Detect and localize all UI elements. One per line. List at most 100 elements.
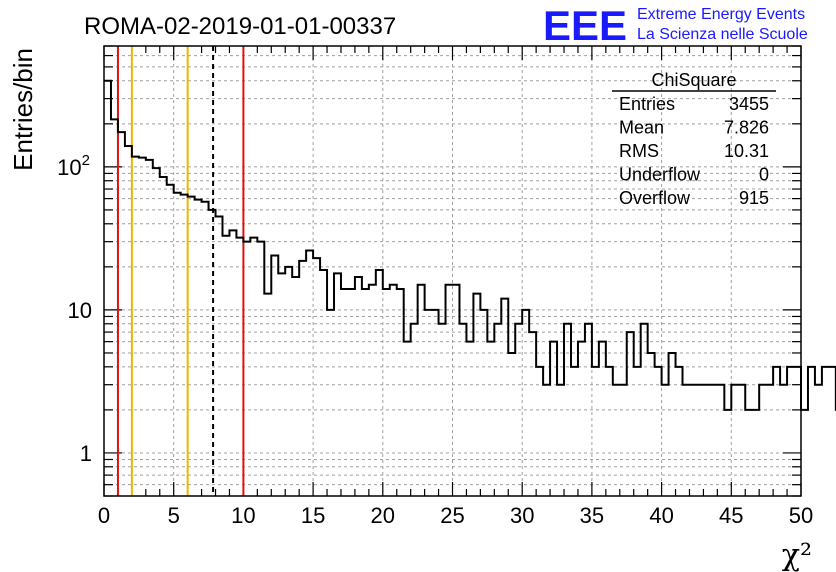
x-tick-label: 45	[719, 503, 743, 528]
histogram-bin	[599, 342, 606, 496]
stats-value: 0	[759, 165, 769, 185]
histogram-bin	[104, 81, 111, 496]
histogram-bin	[160, 177, 167, 496]
histogram-bin	[620, 385, 627, 496]
histogram-bin	[209, 210, 216, 496]
histogram-bin	[738, 385, 745, 496]
histogram-bin	[536, 367, 543, 496]
histogram-bin	[146, 160, 153, 496]
histogram-bin	[167, 185, 174, 496]
histogram-bin	[627, 332, 634, 496]
histogram-bin	[585, 324, 592, 496]
stats-value: 915	[739, 188, 769, 208]
histogram-bin	[683, 385, 690, 496]
histogram-bin	[341, 289, 348, 496]
logo-tagline-1: Extreme Energy Events	[637, 6, 805, 23]
x-tick-label: 0	[98, 503, 110, 528]
stats-rows: Entries 3455 Mean 7.826 RMS 10.31 Underflow 0 Ov…	[619, 94, 769, 208]
stats-label: Entries	[619, 94, 675, 114]
histogram-bin	[648, 353, 655, 496]
histogram-bin	[641, 324, 648, 496]
histogram-bin	[634, 367, 641, 496]
histogram-bin	[662, 385, 669, 496]
histogram-bin	[362, 289, 369, 496]
histogram-bin	[285, 267, 292, 496]
histogram-bin	[257, 242, 264, 496]
histogram-bin	[794, 367, 801, 496]
histogram-bin	[195, 200, 202, 496]
histogram-bin	[808, 367, 815, 496]
histogram-bin	[557, 385, 564, 496]
histogram-bin	[453, 285, 460, 496]
histogram-outline	[104, 79, 836, 411]
histogram-bin	[236, 238, 243, 496]
x-tick-label: 50	[789, 503, 813, 528]
histogram-bin	[432, 310, 439, 496]
histogram-bin	[174, 193, 181, 496]
x-tick-label: 40	[649, 503, 673, 528]
histogram-bin	[508, 353, 515, 496]
histogram-bin	[752, 410, 759, 496]
stats-label: Underflow	[619, 165, 701, 185]
histogram-bin	[383, 289, 390, 496]
histogram-bin	[439, 324, 446, 496]
stats-value: 7.826	[724, 118, 769, 138]
x-tick-label: 30	[510, 503, 534, 528]
histogram-bin	[543, 385, 550, 496]
histogram-bin	[264, 294, 271, 496]
histogram-bin	[118, 132, 125, 496]
histogram-bin	[181, 195, 188, 496]
histogram-bin	[480, 310, 487, 496]
histogram-bin	[459, 324, 466, 496]
histogram-bin	[564, 324, 571, 496]
histogram-bin	[829, 367, 836, 496]
histogram-bin	[494, 324, 501, 496]
run-id-title: ROMA-02-2019-01-01-00337	[84, 13, 396, 40]
histogram-bin	[320, 270, 327, 496]
histogram-bin	[397, 289, 404, 496]
histogram-bin	[376, 270, 383, 496]
histogram-bin	[696, 385, 703, 496]
stats-label: RMS	[619, 141, 659, 161]
histogram-bin	[710, 385, 717, 496]
histogram-bin	[229, 230, 236, 496]
histogram-bin	[592, 367, 599, 496]
histogram-bin	[571, 367, 578, 496]
histogram-bin	[271, 256, 278, 496]
histogram-bin	[766, 385, 773, 496]
logo-tagline-2: La Scienza nelle Scuole	[637, 26, 808, 43]
plot-frame	[103, 45, 802, 497]
histogram-bin	[418, 285, 425, 496]
histogram-bin	[139, 158, 146, 496]
histogram-bin	[724, 410, 731, 496]
histogram-bin	[446, 285, 453, 496]
x-tick-label: 35	[580, 503, 604, 528]
stats-label: Overflow	[619, 188, 691, 208]
y-tick-labels: 1 10 102	[57, 152, 92, 466]
histogram-bin	[669, 353, 676, 496]
histogram-bin	[745, 410, 752, 496]
histogram-bin	[390, 285, 397, 496]
histogram-bin	[550, 342, 557, 496]
histogram-bin	[780, 385, 787, 496]
histogram-bin	[703, 385, 710, 496]
histogram-bin	[522, 310, 529, 496]
histogram-bin	[111, 119, 118, 496]
histogram-bin	[348, 289, 355, 496]
y-tick-label: 10	[68, 298, 92, 323]
histogram-bin	[188, 197, 195, 496]
stats-value: 10.31	[724, 141, 769, 161]
y-axis-title: Entries/bin	[8, 48, 38, 171]
x-tick-label: 15	[301, 503, 325, 528]
histogram-bin	[731, 385, 738, 496]
eee-logo: EEE	[543, 2, 627, 49]
histogram-bin	[299, 261, 306, 496]
x-axis-title: χ²	[782, 538, 812, 572]
histogram-bin	[313, 258, 320, 496]
histogram-bin	[515, 324, 522, 496]
histogram-bin	[655, 367, 662, 496]
histogram-bin	[425, 310, 432, 496]
histogram-bin	[125, 146, 132, 496]
histogram-bin	[717, 385, 724, 496]
